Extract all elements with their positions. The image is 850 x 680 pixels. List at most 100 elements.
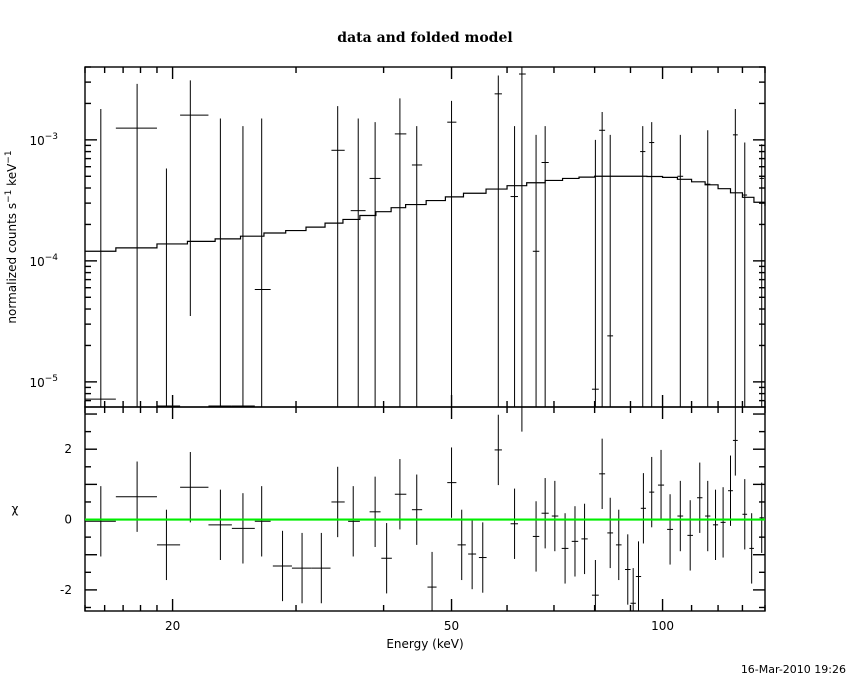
x-tick-label: 20 [165, 619, 180, 633]
residual-points-layer [85, 406, 765, 611]
y-axis-label-bottom: χ [12, 502, 19, 516]
residual-point [411, 474, 423, 545]
residual-point [468, 518, 477, 590]
residual-point [581, 503, 588, 575]
residual-point [291, 532, 312, 604]
residual-point [311, 532, 331, 604]
residual-point [742, 479, 748, 550]
data-point [518, 67, 526, 407]
data-point [369, 122, 381, 407]
y-tick-label: 10−3 [29, 132, 58, 148]
residual-point [532, 501, 540, 572]
residual-point [759, 482, 764, 553]
data-point [759, 144, 764, 407]
data-point [350, 118, 366, 407]
residual-point [369, 476, 381, 547]
residual-point [599, 438, 606, 509]
data-point [180, 80, 209, 317]
data-point [607, 134, 614, 407]
data-point [254, 118, 271, 407]
data-point [208, 118, 232, 407]
data-point [85, 108, 116, 407]
top-panel-ticks: 10−3 10−4 10−5 [29, 66, 766, 407]
y-tick-label: 2 [64, 442, 72, 456]
data-point [411, 126, 423, 407]
data-point [732, 108, 738, 407]
data-point [394, 98, 407, 407]
residual-point [551, 480, 559, 552]
data-point [494, 75, 502, 407]
data-point [447, 100, 457, 407]
residual-point [625, 534, 631, 605]
residual-point [728, 455, 733, 526]
x-tick-label: 100 [651, 619, 674, 633]
residual-point [732, 407, 738, 476]
data-point [649, 122, 655, 407]
residual-point [607, 497, 614, 569]
residual-point [635, 541, 642, 611]
data-point [541, 126, 549, 407]
residual-point [180, 452, 209, 523]
y-tick-label: -2 [60, 583, 72, 597]
data-point [677, 134, 684, 407]
data-point [331, 106, 345, 407]
residual-point [591, 560, 599, 611]
top-panel-frame [84, 66, 766, 408]
residual-point [231, 493, 255, 564]
residual-point [447, 447, 457, 518]
residual-point [712, 489, 719, 560]
model-curve [85, 175, 766, 252]
residual-point [720, 487, 726, 558]
y-tick-exponent: −5 [45, 374, 58, 384]
x-axis-label: Energy (keV) [386, 637, 463, 651]
x-tick-label: 50 [444, 619, 459, 633]
residual-point [427, 551, 437, 611]
residual-point [156, 509, 181, 581]
residual-point [630, 568, 636, 611]
residual-point [649, 456, 655, 528]
y-tick-label: 0 [64, 513, 72, 527]
bottom-panel-frame [84, 406, 766, 612]
data-point [532, 134, 540, 407]
chart-title: data and folded model [337, 30, 512, 46]
data-point [640, 126, 646, 407]
residual-point [571, 506, 579, 577]
timestamp: 16-Mar-2010 19:26 [740, 663, 846, 676]
y-axis-label-top: normalized counts s−1 keV−1 [4, 150, 19, 323]
residual-point [518, 406, 526, 432]
residual-point [272, 530, 292, 602]
residual-point [615, 509, 622, 581]
data-point [231, 126, 255, 407]
model-curve-layer [85, 175, 766, 252]
data-point [742, 142, 748, 407]
residual-point [705, 480, 711, 552]
residual-point [457, 509, 466, 581]
residual-point [331, 466, 345, 538]
residual-point [677, 480, 684, 552]
data-point [599, 111, 606, 407]
residual-point [697, 462, 703, 533]
data-point [156, 168, 181, 407]
residual-point [561, 513, 569, 584]
residual-point [394, 459, 407, 530]
y-tick-label: 10−5 [29, 374, 58, 390]
data-point [115, 83, 157, 407]
data-point [510, 126, 519, 407]
residual-point [667, 494, 674, 565]
residual-point [687, 500, 693, 571]
data-points-layer [85, 67, 764, 407]
y-tick-label: 10−4 [29, 253, 58, 269]
residual-point [657, 449, 665, 521]
residual-point [208, 489, 232, 560]
y-tick-exponent: −4 [45, 253, 59, 263]
data-point [705, 130, 711, 407]
residual-point [381, 523, 392, 594]
residual-point [494, 414, 502, 486]
residual-point [541, 478, 549, 549]
residual-point [749, 513, 754, 584]
residual-point [510, 488, 519, 559]
residual-point [348, 486, 360, 557]
y-tick-exponent: −3 [45, 132, 58, 142]
residual-point [115, 461, 157, 532]
